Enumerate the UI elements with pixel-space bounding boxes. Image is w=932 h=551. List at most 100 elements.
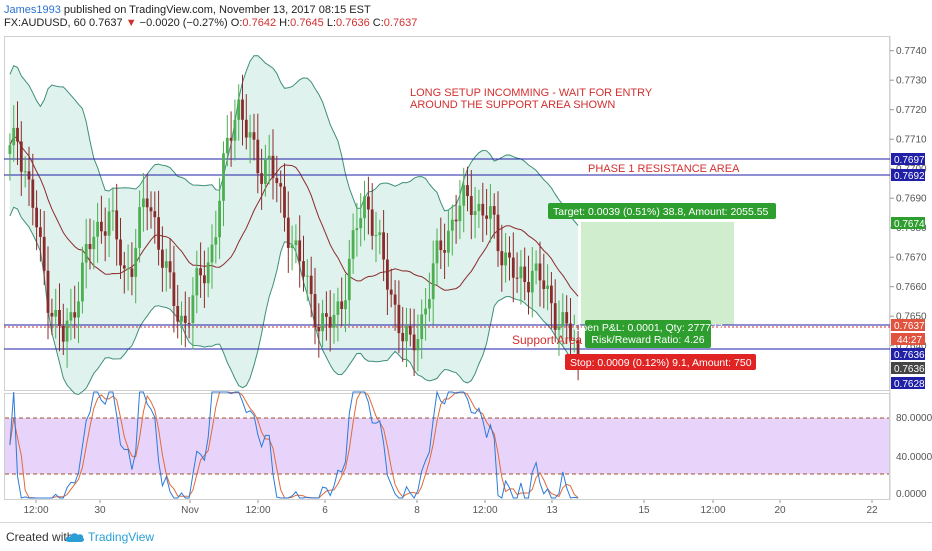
candle-body (84, 244, 88, 263)
candle-body (54, 310, 58, 317)
candle-body (69, 312, 73, 321)
target-badge[interactable] (548, 203, 776, 219)
candle-body (546, 285, 549, 289)
open-label: O: (230, 17, 243, 29)
time-tick-label: 30 (94, 505, 106, 516)
target-zone[interactable] (581, 222, 734, 325)
author-link[interactable]: James1993 (4, 4, 61, 16)
candle-body (504, 252, 507, 266)
badge-resistance-top-text: 0.7697 (894, 155, 925, 166)
candle-body (252, 132, 256, 140)
candle-body (27, 171, 31, 180)
candle-body (134, 247, 138, 277)
candle-body (187, 323, 191, 324)
resistance-label[interactable]: PHASE 1 RESISTANCE AREA (588, 163, 740, 175)
candle-body (142, 198, 145, 208)
candle-body (168, 261, 172, 273)
candle-body (111, 210, 115, 212)
candle-body (92, 236, 96, 250)
price-badges: 0.7697 0.7692 0.7674 0.7637 44:27 0.7636… (891, 153, 925, 390)
created-with-label: Created with (6, 530, 74, 544)
setup-note-line1[interactable]: LONG SETUP INCOMMING - WAIT FOR ENTRY (410, 87, 653, 99)
tradingview-cloud-icon[interactable] (65, 531, 85, 543)
osc-tick-0: 0.0000 (896, 489, 927, 500)
candle-body (336, 301, 340, 315)
candle-body (50, 312, 54, 317)
support-label[interactable]: Support Area (512, 333, 582, 347)
candle-body (309, 275, 313, 295)
candle-body (355, 228, 359, 231)
candle-body (367, 196, 370, 210)
candle-body (264, 159, 267, 184)
osc-tick-80: 80.0000 (896, 413, 932, 424)
candle-body (31, 179, 35, 208)
candle-body (489, 206, 492, 219)
target-text: Target: 0.0039 (0.51%) 38.8, Amount: 205… (553, 206, 769, 218)
candle-body (286, 217, 290, 248)
price-tick-label: 0.7650 (896, 312, 927, 323)
price-change: −0.0020 (−0.27%) (139, 17, 228, 29)
candle-body (401, 333, 405, 342)
last-price: 0.7637 (88, 17, 123, 29)
candle-body (203, 275, 206, 284)
time-axis[interactable]: 12:00 30 Nov 12:00 6 8 12:00 13 15 12:00 20 22 (23, 500, 878, 516)
low-value: 0.7636 (336, 17, 370, 29)
stochastic-series (9, 390, 579, 499)
candle-body (378, 232, 382, 236)
candle-body (218, 200, 221, 238)
candle-body (153, 211, 157, 218)
candle-body (561, 312, 565, 327)
candle-body (313, 294, 317, 328)
candle-body (420, 314, 424, 340)
bollinger-fill (9, 55, 579, 395)
candle-body (241, 99, 244, 120)
candle-body (58, 310, 61, 326)
candle-body (271, 155, 275, 178)
candle-body (260, 173, 263, 184)
candle-body (550, 285, 553, 304)
candle-body (214, 237, 218, 245)
candle-body (157, 217, 160, 250)
candle-body (439, 240, 443, 251)
price-axis[interactable]: 0.77400.77300.77200.77100.77000.76900.76… (890, 46, 927, 352)
candle-body (210, 244, 214, 263)
candle-body (462, 185, 466, 206)
candle-body (65, 320, 69, 342)
candle-body (485, 215, 488, 219)
candle-body (100, 221, 103, 232)
badge-resistance-bottom-text: 0.7692 (894, 171, 925, 182)
price-tick-label: 0.7670 (896, 253, 927, 264)
candle-body (222, 153, 225, 201)
candle-body (195, 268, 199, 296)
candle-body (511, 257, 515, 278)
candle-body (412, 334, 416, 351)
publish-info: published on TradingView.com, November 1… (60, 4, 371, 16)
candle-body (46, 270, 50, 313)
chart-canvas[interactable]: LONG SETUP INCOMMING - WAIT FOR ENTRY AR… (0, 0, 932, 522)
candle-body (172, 272, 176, 306)
candle-body (229, 137, 233, 141)
setup-note-line2[interactable]: AROUND THE SUPPORT AREA SHOWN (410, 99, 615, 111)
tradingview-link[interactable]: TradingView (88, 530, 155, 544)
badge-target-text: 0.7674 (894, 219, 925, 230)
candle-body (405, 326, 408, 342)
candle-body (77, 301, 80, 318)
candle-body (450, 219, 454, 231)
candle-body (115, 210, 119, 240)
time-tick-label: 12:00 (245, 505, 270, 516)
candle-body (344, 300, 347, 310)
candle-body (347, 258, 351, 301)
candle-body (477, 203, 481, 212)
stop-badge[interactable] (565, 354, 756, 370)
candle-body (145, 198, 149, 208)
candle-body (119, 239, 122, 266)
candle-body (88, 244, 92, 250)
candle-body (340, 301, 344, 309)
candle-body (176, 306, 180, 322)
candle-body (408, 326, 412, 335)
candle-body (576, 339, 580, 355)
pl-badge[interactable] (585, 320, 711, 348)
price-tick-label: 0.7720 (896, 105, 927, 116)
candle-body (382, 232, 385, 260)
candle-body (386, 259, 389, 290)
